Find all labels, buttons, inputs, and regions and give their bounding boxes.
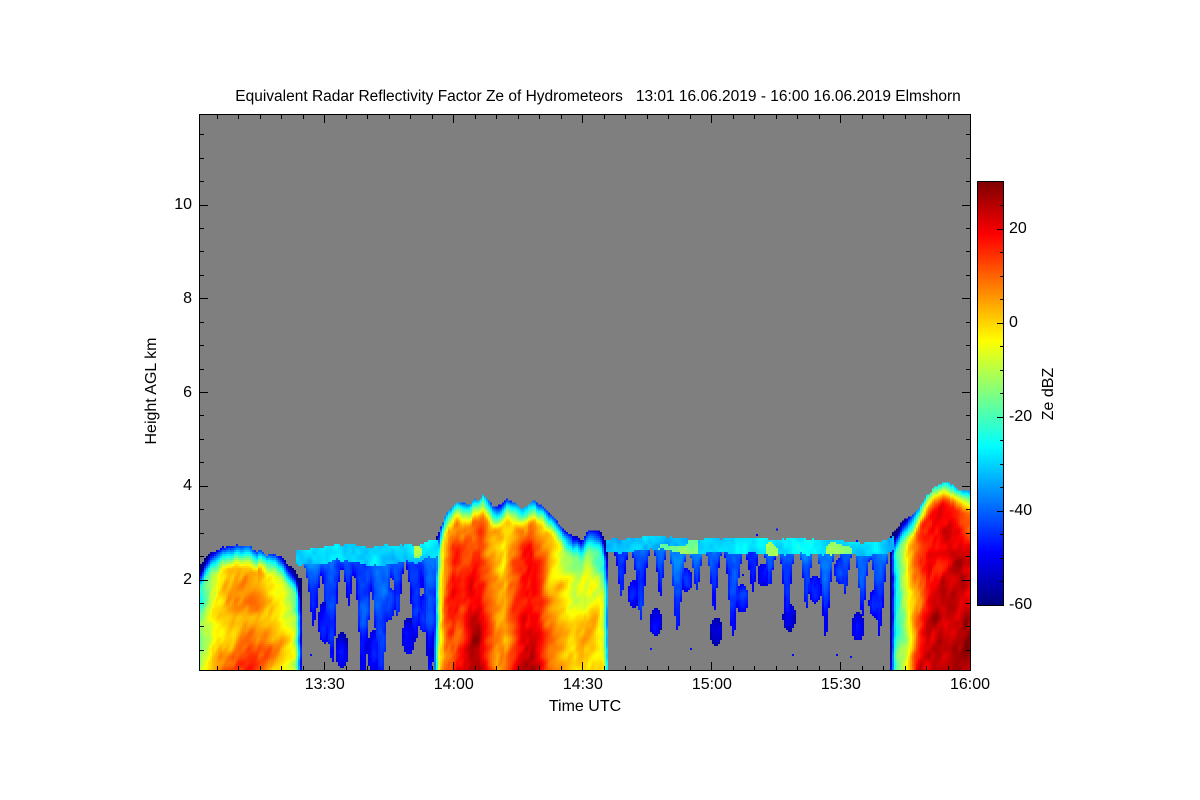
x-tick-label: 14:00 [433,676,474,693]
x-tick-label: 15:30 [820,676,861,693]
colorbar-axis-label: Ze dBZ [1040,367,1057,421]
colorbar [977,181,1004,606]
y-tick-label: 8 [183,289,192,307]
x-tick-label: 13:30 [304,676,345,693]
reflectivity-heatmap-canvas [200,115,970,670]
colorbar-tick-label: -20 [1009,408,1033,425]
colorbar-tick-label: -60 [1009,596,1033,613]
colorbar-tick-label: 0 [1009,314,1018,331]
colorbar-canvas [978,182,1003,605]
y-axis-label: Height AGL km [143,337,160,445]
y-tick-label: 10 [174,196,192,213]
y-tick-label: 4 [183,477,192,495]
chart-title: Equivalent Radar Reflectivity Factor Ze … [235,88,961,105]
colorbar-tick-label: -40 [1009,502,1033,519]
x-axis-label: Time UTC [548,698,622,715]
x-tick-label: 15:00 [691,676,732,693]
colorbar-tick-label: 20 [1009,220,1027,237]
x-tick-label: 16:00 [949,676,991,693]
plot-area [199,114,971,671]
y-tick-label: 2 [183,571,192,588]
x-tick-label: 14:30 [562,676,603,693]
